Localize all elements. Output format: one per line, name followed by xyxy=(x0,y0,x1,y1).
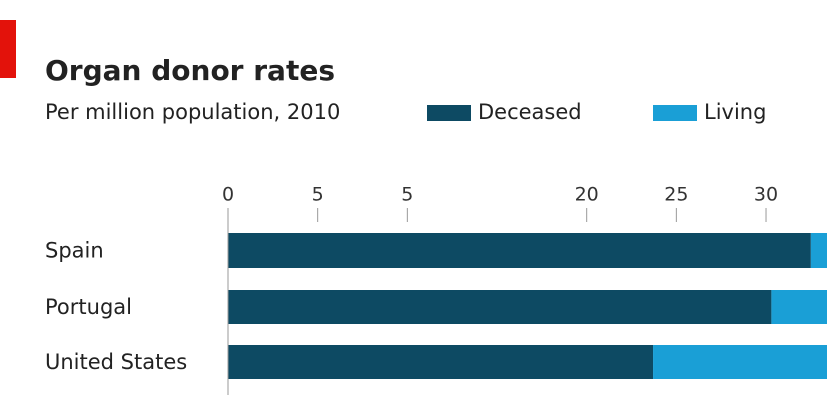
legend-label: Deceased xyxy=(478,100,582,124)
legend-label: Living xyxy=(704,100,766,124)
bar-segment xyxy=(228,233,811,268)
legend-swatch xyxy=(427,105,471,121)
brand-mark xyxy=(0,20,16,78)
x-tick-label: 20 xyxy=(575,184,599,206)
x-tick-label: 25 xyxy=(664,184,688,206)
legend-swatch xyxy=(653,105,697,121)
bar-segment xyxy=(810,233,827,268)
category-label: United States xyxy=(45,350,187,374)
bar-segment xyxy=(771,290,827,324)
bar-segment xyxy=(653,345,827,379)
x-tick-label: 5 xyxy=(312,184,324,206)
category-label: Spain xyxy=(45,239,104,263)
chart-title: Organ donor rates xyxy=(45,54,335,87)
chart-subtitle: Per million population, 2010 xyxy=(45,100,340,124)
x-tick-label: 30 xyxy=(754,184,778,206)
bar-segment xyxy=(228,290,772,324)
plot-area xyxy=(228,233,827,379)
x-tick-label: 0 xyxy=(222,184,234,206)
bar-segment xyxy=(228,345,654,379)
category-label: Portugal xyxy=(45,295,132,319)
x-tick-label: 5 xyxy=(401,184,413,206)
